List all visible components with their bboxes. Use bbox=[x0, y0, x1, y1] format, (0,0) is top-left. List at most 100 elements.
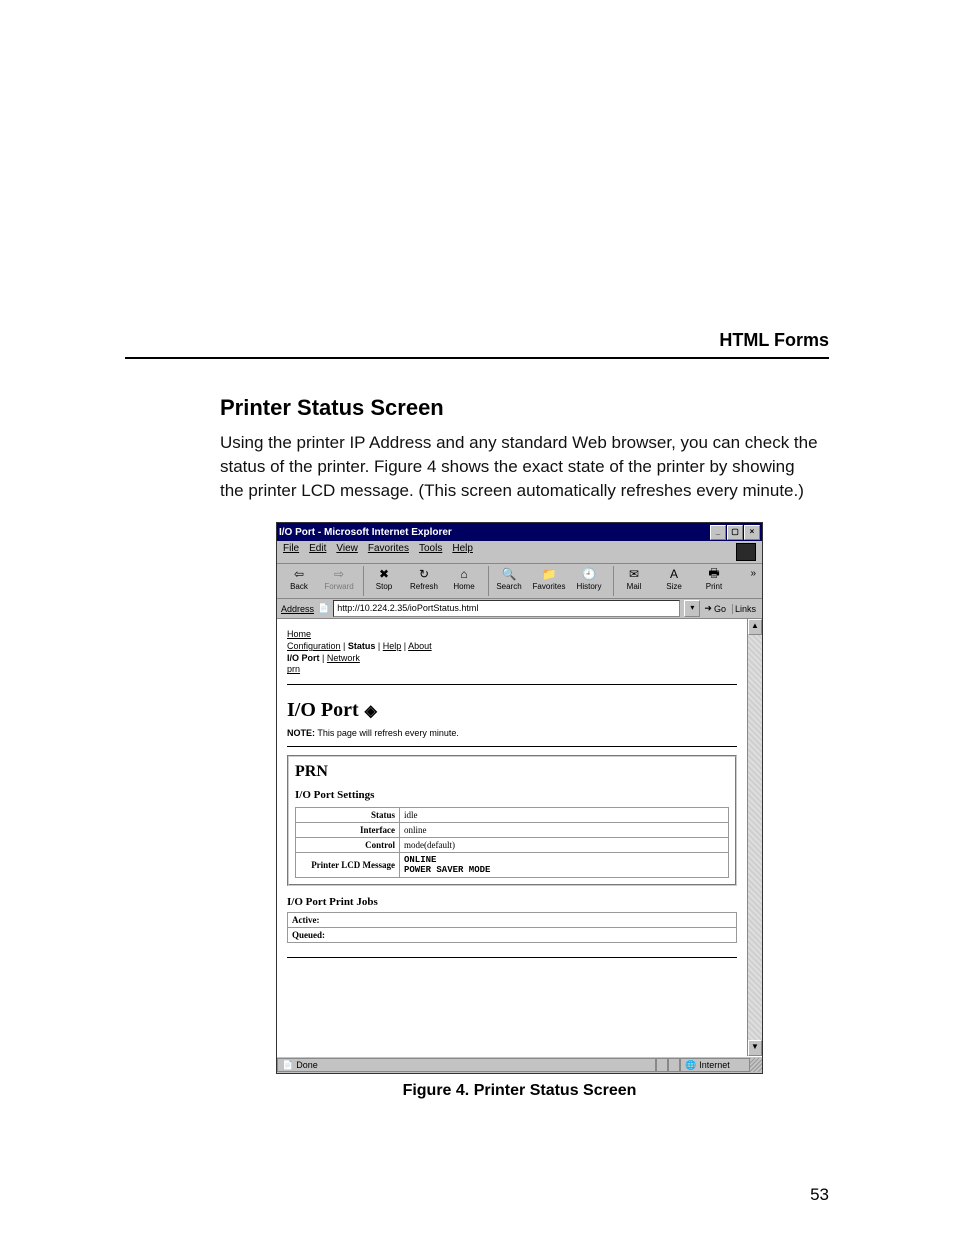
table-row: Controlmode(default) bbox=[296, 838, 729, 853]
links-button[interactable]: Links bbox=[732, 604, 758, 614]
status-separator-2 bbox=[668, 1058, 680, 1072]
nav-prn-link[interactable]: prn bbox=[287, 664, 300, 674]
mail-icon: ✉ bbox=[625, 566, 643, 582]
table-row: Queued: bbox=[288, 928, 737, 943]
nav-home-link[interactable]: Home bbox=[287, 629, 311, 639]
toolbar-refresh-button[interactable]: ↻Refresh bbox=[406, 566, 442, 591]
lcd-row-value: ONLINE POWER SAVER MODE bbox=[400, 853, 729, 878]
section-title: Printer Status Screen bbox=[220, 395, 819, 421]
toolbar-separator bbox=[613, 566, 614, 596]
go-icon: ➜ bbox=[704, 603, 712, 614]
toolbar-label: Home bbox=[453, 582, 474, 591]
size-icon: A bbox=[665, 566, 683, 582]
table-row: Statusidle bbox=[296, 808, 729, 823]
toolbar-label: Stop bbox=[376, 582, 392, 591]
breadcrumb-nav: Home Configuration | Status | Help | Abo… bbox=[287, 629, 737, 676]
jobs-heading: I/O Port Print Jobs bbox=[287, 896, 737, 908]
toolbar-history-button[interactable]: 🕘History bbox=[571, 566, 607, 591]
maximize-button[interactable]: ▢ bbox=[727, 525, 743, 540]
jobs-table: Active:Queued: bbox=[287, 912, 737, 943]
figure-caption: Figure 4. Printer Status Screen bbox=[220, 1082, 819, 1100]
menu-tools[interactable]: Tools bbox=[419, 543, 442, 561]
address-input[interactable]: http://10.224.2.35/ioPortStatus.html bbox=[333, 600, 680, 617]
toolbar-more-button[interactable]: » bbox=[750, 566, 758, 579]
toolbar-label: Forward bbox=[324, 582, 353, 591]
toolbar: ⇦Back⇨Forward✖Stop↻Refresh⌂Home🔍Search📁F… bbox=[277, 564, 762, 599]
address-dropdown-icon[interactable]: ▾ bbox=[684, 600, 700, 617]
resize-grip-icon[interactable] bbox=[750, 1058, 762, 1072]
table-row: Interfaceonline bbox=[296, 823, 729, 838]
nav-about-link[interactable]: About bbox=[408, 641, 432, 651]
toolbar-home-button[interactable]: ⌂Home bbox=[446, 566, 482, 591]
document-page: HTML Forms Printer Status Screen Using t… bbox=[0, 0, 954, 1235]
toolbar-mail-button[interactable]: ✉Mail bbox=[616, 566, 652, 591]
page-body: Home Configuration | Status | Help | Abo… bbox=[277, 619, 747, 1056]
vertical-scrollbar[interactable]: ▲ ▼ bbox=[747, 619, 762, 1056]
status-separator bbox=[656, 1058, 668, 1072]
go-button[interactable]: ➜ Go bbox=[704, 603, 726, 614]
body-paragraph: Using the printer IP Address and any sta… bbox=[220, 431, 819, 502]
menu-help[interactable]: Help bbox=[452, 543, 473, 561]
toolbar-label: Mail bbox=[627, 582, 642, 591]
toolbar-search-button[interactable]: 🔍Search bbox=[491, 566, 527, 591]
forward-icon: ⇨ bbox=[330, 566, 348, 582]
favorites-icon: 📁 bbox=[540, 566, 558, 582]
toolbar-print-button[interactable]: 🖶Print bbox=[696, 566, 732, 591]
status-zone: 🌐 Internet bbox=[680, 1058, 750, 1072]
window-title: I/O Port - Microsoft Internet Explorer bbox=[279, 527, 452, 538]
back-icon: ⇦ bbox=[290, 566, 308, 582]
settings-key: Interface bbox=[296, 823, 400, 838]
status-page-icon: 📄 bbox=[282, 1060, 293, 1071]
print-icon: 🖶 bbox=[705, 566, 723, 582]
history-icon: 🕘 bbox=[580, 566, 598, 582]
scroll-down-button[interactable]: ▼ bbox=[748, 1040, 762, 1056]
toolbar-forward-button: ⇨Forward bbox=[321, 566, 357, 591]
settings-table: StatusidleInterfaceonlineControlmode(def… bbox=[295, 807, 729, 878]
refresh-note: NOTE: This page will refresh every minut… bbox=[287, 728, 737, 738]
page-heading: I/O Port ◈ bbox=[287, 699, 737, 722]
minimize-button[interactable]: _ bbox=[710, 525, 726, 540]
menu-edit[interactable]: Edit bbox=[309, 543, 326, 561]
address-label: Address bbox=[281, 604, 314, 614]
address-bar: Address 📄 http://10.224.2.35/ioPortStatu… bbox=[277, 599, 762, 619]
close-button[interactable]: × bbox=[744, 525, 760, 540]
settings-key: Status bbox=[296, 808, 400, 823]
stop-icon: ✖ bbox=[375, 566, 393, 582]
settings-value: online bbox=[400, 823, 729, 838]
chapter-header: HTML Forms bbox=[125, 330, 829, 351]
print-jobs-section: I/O Port Print Jobs Active:Queued: bbox=[287, 896, 737, 943]
refresh-icon: ↻ bbox=[415, 566, 433, 582]
scroll-up-button[interactable]: ▲ bbox=[748, 619, 762, 635]
header-divider bbox=[125, 357, 829, 359]
nav-help-link[interactable]: Help bbox=[383, 641, 402, 651]
toolbar-label: Size bbox=[666, 582, 682, 591]
settings-value: mode(default) bbox=[400, 838, 729, 853]
nav-configuration-link[interactable]: Configuration bbox=[287, 641, 341, 651]
viewport: Home Configuration | Status | Help | Abo… bbox=[277, 619, 762, 1056]
lcd-row-label: Printer LCD Message bbox=[296, 853, 400, 878]
ie-logo-icon bbox=[736, 543, 756, 561]
toolbar-label: Favorites bbox=[533, 582, 566, 591]
toolbar-back-button[interactable]: ⇦Back bbox=[281, 566, 317, 591]
toolbar-favorites-button[interactable]: 📁Favorites bbox=[531, 566, 567, 591]
toolbar-size-button[interactable]: ASize bbox=[656, 566, 692, 591]
toolbar-label: Print bbox=[706, 582, 722, 591]
toolbar-label: Refresh bbox=[410, 582, 438, 591]
jobs-cell: Queued: bbox=[288, 928, 737, 943]
window-titlebar[interactable]: I/O Port - Microsoft Internet Explorer _… bbox=[277, 523, 762, 541]
status-bar: 📄 Done 🌐 Internet bbox=[277, 1056, 762, 1073]
prn-settings-box: PRN I/O Port Settings StatusidleInterfac… bbox=[287, 755, 737, 886]
toolbar-separator bbox=[363, 566, 364, 596]
page-number: 53 bbox=[810, 1185, 829, 1205]
search-icon: 🔍 bbox=[500, 566, 518, 582]
nav-network-link[interactable]: Network bbox=[327, 653, 360, 663]
nav-ioport-label: I/O Port bbox=[287, 653, 320, 663]
settings-value: idle bbox=[400, 808, 729, 823]
menu-favorites[interactable]: Favorites bbox=[368, 543, 409, 561]
nav-status-label: Status bbox=[348, 641, 376, 651]
menu-file[interactable]: File bbox=[283, 543, 299, 561]
toolbar-stop-button[interactable]: ✖Stop bbox=[366, 566, 402, 591]
menu-view[interactable]: View bbox=[336, 543, 358, 561]
settings-key: Control bbox=[296, 838, 400, 853]
window-buttons: _ ▢ × bbox=[710, 525, 760, 540]
